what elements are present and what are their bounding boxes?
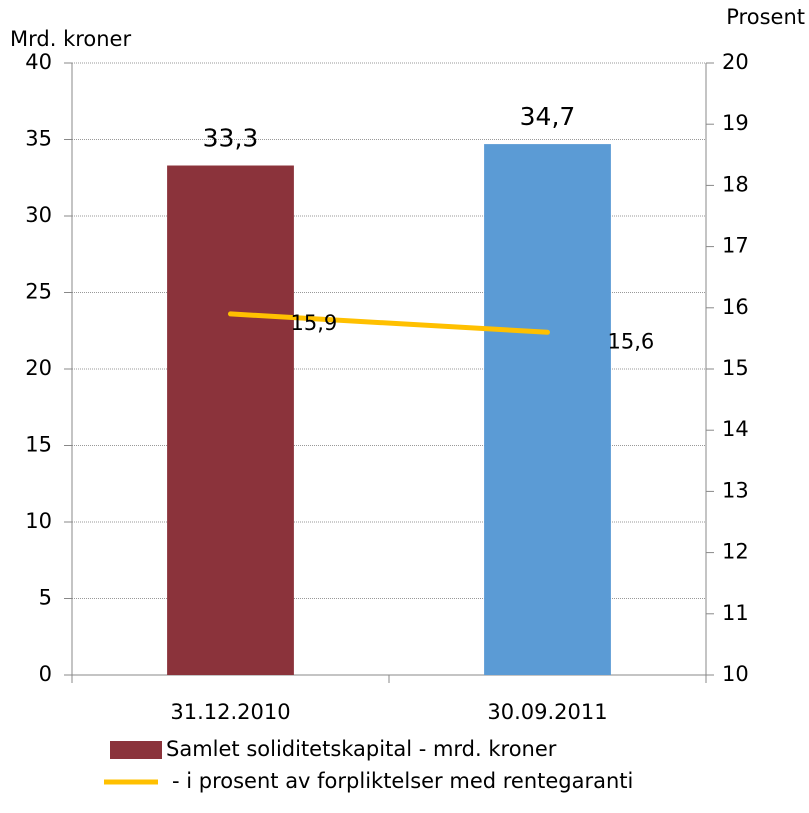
y-tick-label: 10 — [25, 509, 52, 533]
y2-tick-label: 15 — [722, 356, 749, 380]
y2-tick-label: 10 — [722, 662, 749, 686]
y-tick-label: 30 — [25, 203, 52, 227]
y-tick-label: 20 — [25, 356, 52, 380]
y-tick-label: 25 — [25, 280, 52, 304]
value-label: 15,9 — [291, 311, 338, 335]
y2-tick-label: 18 — [722, 172, 749, 196]
x-tick-label: 30.09.2011 — [487, 700, 607, 724]
bar — [167, 165, 294, 675]
y2-tick-label: 14 — [722, 417, 749, 441]
y-tick-label: 35 — [25, 127, 52, 151]
x-tick-label: 31.12.2010 — [170, 700, 290, 724]
y2-tick-label: 11 — [722, 601, 749, 625]
y2-tick-label: 17 — [722, 234, 749, 258]
y2-tick-label: 16 — [722, 295, 749, 319]
y2-axis-label: Prosent — [726, 5, 805, 29]
y2-tick-label: 20 — [722, 50, 749, 74]
y-tick-label: 0 — [39, 662, 52, 686]
y2-tick-label: 13 — [722, 478, 749, 502]
legend-label: - i prosent av forpliktelser med rentega… — [172, 769, 633, 793]
value-label: 33,3 — [203, 124, 259, 153]
value-label: 15,6 — [608, 329, 655, 353]
y2-tick-label: 12 — [722, 540, 749, 564]
y-tick-label: 40 — [25, 50, 52, 74]
y2-tick-label: 19 — [722, 111, 749, 135]
legend-swatch — [110, 741, 162, 759]
y-tick-label: 5 — [39, 586, 52, 610]
legend-label: Samlet soliditetskapital - mrd. kroner — [166, 737, 557, 761]
value-label: 34,7 — [520, 102, 576, 131]
line — [228, 311, 550, 335]
bar — [484, 144, 611, 676]
y-tick-label: 15 — [25, 433, 52, 457]
y-axis-label: Mrd. kroner — [10, 27, 131, 51]
